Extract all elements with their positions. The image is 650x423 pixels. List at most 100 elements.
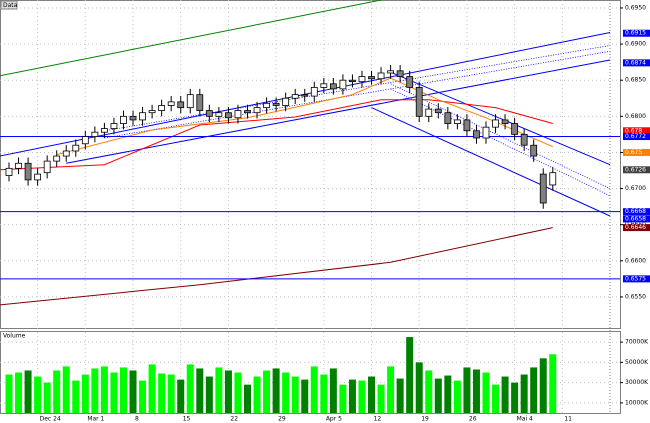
price-marker-label: 0.6772: [625, 133, 646, 140]
candle-body: [110, 123, 118, 129]
candle-body: [291, 94, 299, 99]
volume-bar: [215, 367, 223, 413]
overlay-line: [104, 50, 611, 139]
price-marker-box: [623, 59, 650, 67]
volume-bar: [368, 376, 376, 413]
volume-bar: [129, 370, 137, 413]
x-tick-label: 19: [421, 416, 429, 423]
candle-body: [263, 102, 270, 109]
volume-bar: [119, 367, 127, 413]
title-box: [0, 0, 18, 10]
candle-body: [43, 160, 51, 174]
candle-body: [368, 76, 375, 80]
y-tick-label: 0.6850: [625, 77, 646, 84]
candle-body: [148, 110, 156, 114]
volume-bar: [358, 380, 366, 413]
volume-bar: [186, 364, 194, 413]
candle-body: [15, 162, 22, 169]
price-marker-label: 0.6575: [625, 275, 646, 282]
y-tick-label: 0.6700: [625, 185, 646, 192]
volume-bar: [244, 384, 251, 413]
volume-bar: [453, 380, 461, 413]
x-tick-label: 8: [135, 416, 139, 423]
volume-bar: [396, 378, 404, 413]
candle-body: [167, 101, 175, 106]
volume-bar: [530, 367, 538, 413]
candle-body: [158, 105, 166, 111]
candle-body: [139, 112, 146, 121]
candle-body: [24, 162, 32, 181]
volume-bar: [167, 374, 175, 413]
candle-body: [72, 144, 80, 152]
candle-body: [444, 112, 452, 124]
volume-bar: [549, 354, 557, 413]
price-marker-label: 0.6646: [625, 224, 646, 231]
candle-body: [53, 155, 61, 162]
x-tick-label: Apr 5: [326, 416, 342, 423]
volume-bar: [463, 367, 471, 413]
candle-body: [310, 87, 318, 97]
volume-bar: [5, 374, 13, 413]
candle-body: [434, 108, 442, 114]
x-tick-label: 22: [230, 416, 238, 423]
y-tick-label: 10000K: [625, 399, 649, 406]
volume-title: Volume: [3, 333, 26, 340]
candle-body: [5, 167, 13, 176]
candle-body: [101, 128, 108, 133]
volume-bar: [272, 368, 280, 413]
candle-body: [91, 131, 99, 137]
price-marker-box: [623, 133, 650, 141]
price-marker-label: 0.678: [625, 127, 642, 134]
price-marker-label: 0.6915: [625, 30, 646, 37]
candle-body: [530, 144, 538, 157]
candle-body: [425, 108, 433, 117]
candle-body: [225, 112, 232, 119]
candle-body: [301, 94, 309, 97]
volume-bar: [482, 372, 490, 413]
volume-bar: [253, 376, 261, 413]
candle-body: [511, 123, 519, 135]
overlay-line: [56, 77, 553, 156]
price-marker-box: [623, 166, 650, 174]
candle-body: [215, 112, 223, 117]
candle-body: [282, 97, 290, 106]
volume-bar: [81, 374, 89, 413]
volume-bar: [329, 368, 337, 413]
candle-body: [339, 79, 347, 90]
candle-body: [120, 115, 127, 124]
candle-body: [253, 107, 261, 114]
x-tick-label: 15: [183, 416, 191, 423]
candle-body: [34, 173, 42, 181]
candle-body: [377, 72, 385, 80]
volume-bar: [320, 374, 328, 413]
volume-bar: [72, 380, 80, 413]
volume-bar: [444, 375, 452, 413]
candle-body: [129, 115, 137, 121]
y-tick-label: 50000K: [625, 359, 649, 366]
overlay-line: [0, 99, 553, 171]
volume-bar: [224, 370, 232, 413]
candle-body: [81, 136, 89, 145]
overlay-line: [66, 59, 611, 164]
y-tick-label: 0.6800: [625, 113, 646, 120]
volume-bar: [43, 382, 51, 413]
price-marker-box: [623, 208, 650, 216]
volume-bar: [139, 380, 147, 413]
price-marker-label: 0.6874: [625, 59, 646, 66]
candle-body: [406, 76, 414, 88]
x-tick-label: Dec 24: [40, 416, 61, 423]
price-marker-box: [623, 29, 650, 37]
volume-bar: [53, 370, 61, 413]
price-marker-box: [623, 275, 650, 283]
candle-body: [387, 70, 395, 74]
volume-bar: [501, 376, 509, 413]
candle-body: [244, 110, 251, 114]
candle-body: [492, 119, 499, 128]
volume-bar: [415, 362, 423, 413]
volume-bar: [282, 372, 290, 413]
y-tick-label: 0.6550: [625, 293, 646, 300]
price-marker-label: 0.6726: [625, 166, 646, 173]
volume-bar: [472, 369, 480, 413]
volume-bar: [520, 374, 528, 413]
